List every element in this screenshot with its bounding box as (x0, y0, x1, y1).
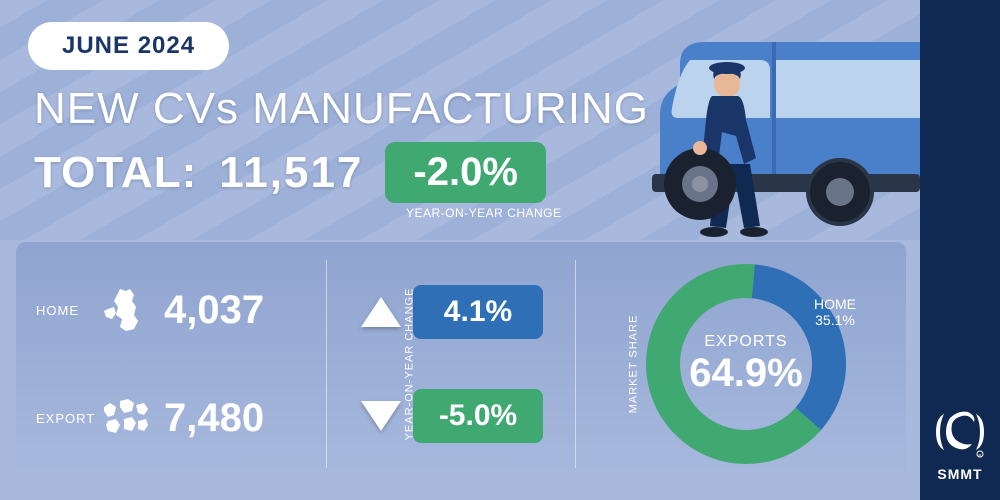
uk-map-icon (100, 285, 150, 335)
home-yoy-row: 4.1% (361, 285, 553, 339)
home-value: 4,037 (164, 288, 264, 333)
donut-column: MARKET SHARE EXPORTS 64.9% HOME 35.1% (576, 260, 886, 468)
donut-home-text: HOME (814, 296, 856, 312)
yoy-caption: YEAR-ON-YEAR CHANGE (406, 206, 562, 220)
export-label: EXPORT (36, 411, 86, 426)
van-illustration-icon (590, 24, 920, 238)
home-label: HOME (36, 303, 86, 318)
home-yoy-badge: 4.1% (413, 285, 543, 339)
donut-home-pct: 35.1% (814, 312, 856, 328)
lower-panel: HOME 4,037 EXPORT (16, 242, 906, 486)
stats-column: HOME 4,037 EXPORT (36, 260, 326, 468)
home-stat-row: HOME 4,037 (36, 285, 326, 335)
arrow-down-icon (361, 401, 401, 431)
donut-exports-pct: 64.9% (689, 351, 802, 396)
globe-icon (100, 393, 150, 443)
date-pill: JUNE 2024 (28, 22, 229, 70)
donut-center-label: EXPORTS 64.9% (689, 333, 802, 396)
total-label: TOTAL: (34, 148, 197, 198)
market-share-vertical-label: MARKET SHARE (627, 315, 639, 414)
total-line: TOTAL: 11,517 -2.0% (34, 142, 546, 203)
infographic-container: JUNE 2024 NEW CVs MANUFACTURING TOTAL: 1… (0, 0, 1000, 500)
main-panel: JUNE 2024 NEW CVs MANUFACTURING TOTAL: 1… (0, 0, 920, 500)
donut-exports-label: EXPORTS (689, 333, 802, 351)
total-value: 11,517 (219, 148, 363, 198)
total-change-badge: -2.0% (385, 142, 546, 203)
arrow-up-icon (361, 297, 401, 327)
export-value: 7,480 (164, 396, 264, 441)
headline: NEW CVs MANUFACTURING (34, 84, 649, 134)
yoy-vertical-label: YEAR-ON-YEAR CHANGE (403, 288, 415, 441)
export-yoy-row: -5.0% (361, 389, 553, 443)
svg-text:R: R (979, 453, 982, 458)
brand-sidebar: R SMMT (920, 0, 1000, 500)
donut-home-label: HOME 35.1% (814, 296, 856, 328)
export-stat-row: EXPORT 7,480 (36, 393, 326, 443)
yoy-column: YEAR-ON-YEAR CHANGE 4.1% -5.0% (326, 260, 576, 468)
smmt-logo-icon: R (932, 404, 988, 460)
brand-text: SMMT (937, 466, 982, 482)
export-yoy-badge: -5.0% (413, 389, 543, 443)
